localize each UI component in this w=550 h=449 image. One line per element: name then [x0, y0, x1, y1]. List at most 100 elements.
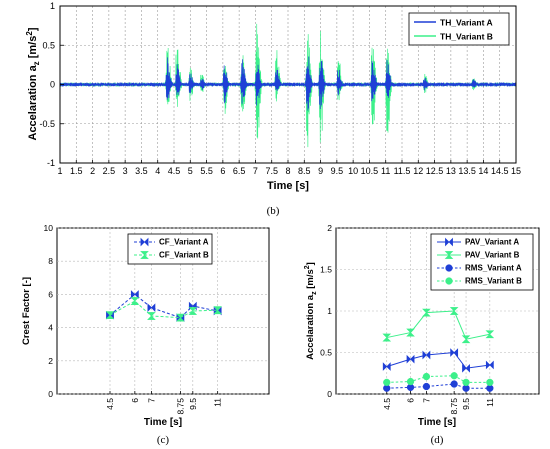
chart-b-x-tick-label: 1 — [57, 166, 62, 176]
chart-d-y-label-end: ] — [305, 262, 316, 265]
chart-d-series-0-point — [485, 360, 494, 370]
chart-b-x-tick-label: 7.5 — [265, 166, 278, 176]
chart-d-series-1-point — [422, 308, 431, 317]
chart-d-y-label-unit: [m/s — [305, 269, 316, 291]
chart-d-series-0-point — [450, 348, 459, 357]
chart-d-series-3-point — [406, 377, 415, 386]
chart-c-series-0-point — [147, 303, 156, 313]
chart-c-series — [105, 290, 222, 322]
chart-b-x-tick-label: 12.5 — [426, 166, 444, 176]
chart-c-x-tick-label: 4.5 — [105, 398, 115, 410]
chart-d-series-1-point — [461, 335, 471, 344]
chart-d-legend-marks — [437, 237, 461, 285]
chart-b-x-tick-label: 13.5 — [458, 166, 476, 176]
chart-d: 0 0.5 1 1.5 2 4.5 6 7 8.75 9.5 11 Time [s] Accela… — [304, 223, 540, 446]
chart-c-legend-marker-0 — [140, 237, 149, 247]
chart-d-x-tick-label: 11 — [485, 398, 495, 407]
chart-d-legend-marker-2 — [445, 264, 453, 272]
chart-b-y-tick-label: 1 — [50, 1, 55, 11]
chart-d-series-0-point — [422, 350, 431, 360]
chart-b-x-tick-label: 8 — [285, 166, 290, 176]
chart-c-y-tick-label: 8 — [48, 256, 53, 266]
chart-d-x-tick-label: 9.5 — [461, 398, 471, 410]
chart-d-x-tick-label: 7 — [421, 398, 431, 403]
chart-d-x-tick-label: 6 — [406, 398, 416, 403]
chart-c-y-tick-label: 0 — [48, 389, 53, 399]
chart-d-series-0-point — [462, 363, 470, 373]
chart-c-y-tick-label: 6 — [48, 289, 53, 299]
chart-c-legend: CF_Variant A CF_Variant B — [127, 233, 213, 265]
chart-b-x-tick-label: 6.5 — [233, 166, 246, 176]
chart-c-legend-marks — [134, 237, 155, 259]
chart-d-legend-label-2: RMS_Variant A — [465, 264, 522, 273]
chart-d-series-1-point — [382, 333, 392, 342]
chart-d-x-tick-label: 4.5 — [382, 398, 392, 410]
chart-d-y-label-sup: 2 — [304, 265, 311, 269]
chart-c-x-axis-label: Time [s] — [144, 417, 182, 428]
chart-d-legend-marker-1 — [444, 251, 454, 259]
chart-c-x-tick-label: 9.5 — [188, 398, 198, 410]
chart-d-series-2-point — [450, 380, 458, 388]
chart-d-y-tick-label: 1.5 — [320, 265, 332, 275]
chart-b-x-tick-label: 2 — [90, 166, 95, 176]
chart-b-y-ticks: -1 -0.5 0 0.5 1 — [39, 1, 64, 168]
chart-b-legend: TH_Variant A TH_Variant B — [408, 12, 510, 46]
chart-c-series-1-point — [188, 307, 198, 315]
chart-d-series-3-line — [386, 375, 490, 383]
chart-b-legend-box — [408, 12, 510, 46]
chart-c: 0 2 4 6 8 10 4.5 6 7 8.75 9.5 11 Time [s] Crest Fa… — [21, 223, 270, 446]
chart-c-x-tick-label: 7 — [146, 398, 156, 403]
chart-c-series-1-point — [176, 313, 185, 322]
chart-d-series-1-point — [485, 330, 495, 339]
chart-b-x-ticks: 1 1.5 2 2.5 3 3.5 4 4.5 5 5.5 6 6.5 7 7.5 8 8.5 9 9.5 10 10… — [57, 160, 521, 176]
chart-d-x-tick-label: 8.75 — [449, 398, 459, 415]
chart-c-legend-box — [127, 233, 213, 265]
chart-b-y-label-unit: [m/s — [27, 36, 39, 62]
chart-b-x-tick-label: 11 — [381, 166, 390, 176]
chart-c-x-tick-label: 6 — [130, 398, 140, 403]
chart-d-series-1-line — [386, 310, 490, 340]
chart-d-y-label-sub: z — [311, 291, 318, 295]
chart-d-y-tick-label: 0 — [327, 389, 332, 399]
chart-b-x-tick-label: 14.5 — [491, 166, 509, 176]
chart-d-series-0-point — [406, 354, 415, 364]
chart-d-y-tick-label: 1 — [327, 306, 332, 316]
chart-c-y-tick-label: 2 — [48, 356, 53, 366]
chart-b-legend-label-a: TH_Variant A — [440, 18, 493, 28]
chart-d-legend-marker-0 — [445, 237, 453, 247]
chart-b-x-tick-label: 3.5 — [135, 166, 148, 176]
chart-b-y-tick-label: -0.5 — [39, 119, 55, 129]
chart-b-x-tick-label: 11.5 — [394, 166, 411, 176]
chart-b-traces — [59, 23, 517, 148]
chart-c-y-tick-label: 10 — [44, 223, 54, 233]
chart-b-y-label-main: Accelaration a — [27, 64, 39, 140]
chart-b-x-tick-label: 1.5 — [70, 166, 83, 176]
chart-c-y-axis-label: Crest Factor [-] — [21, 277, 32, 345]
chart-b-x-tick-label: 5.5 — [200, 166, 213, 176]
chart-b-y-tick-label: 0.5 — [42, 40, 55, 50]
chart-d-x-ticks: 4.5 6 7 8.75 9.5 11 — [382, 391, 495, 415]
chart-c-series-0-point — [130, 290, 139, 299]
chart-c-y-tick-label: 4 — [48, 323, 53, 333]
chart-b-x-tick-label: 3 — [123, 166, 128, 176]
chart-d-series-3-point — [486, 378, 494, 387]
chart-c-legend-marker-1 — [140, 251, 149, 259]
chart-c-legend-label-a: CF_Variant A — [159, 238, 209, 247]
chart-d-series-1-point — [406, 328, 415, 337]
chart-d-y-label-main: Accelaration a — [305, 294, 316, 360]
chart-b-x-axis-label: Time [s] — [267, 180, 309, 192]
chart-b: -1-0.500.51 1 1.5 2 2.5 3 3.5 4 4.5 5 5.5 6 6.5 7 7.5… — [25, 1, 521, 217]
chart-b-x-tick-label: 14 — [478, 166, 488, 176]
chart-c-series-1-point — [213, 306, 222, 315]
chart-b-y-label-sup: 2 — [25, 31, 34, 36]
caption-d: (d) — [431, 434, 444, 446]
chart-c-legend-label-b: CF_Variant B — [159, 251, 209, 260]
chart-d-legend-label-3: RMS_Variant B — [465, 277, 522, 286]
caption-b: (b) — [267, 205, 280, 217]
chart-d-series-0-line — [386, 351, 490, 369]
chart-b-x-tick-label: 9 — [318, 166, 323, 176]
chart-c-series-1-point — [130, 297, 140, 305]
chart-b-x-tick-label: 15 — [511, 166, 521, 176]
chart-c-x-ticks: 4.5 6 7 8.75 9.5 11 — [105, 391, 223, 415]
